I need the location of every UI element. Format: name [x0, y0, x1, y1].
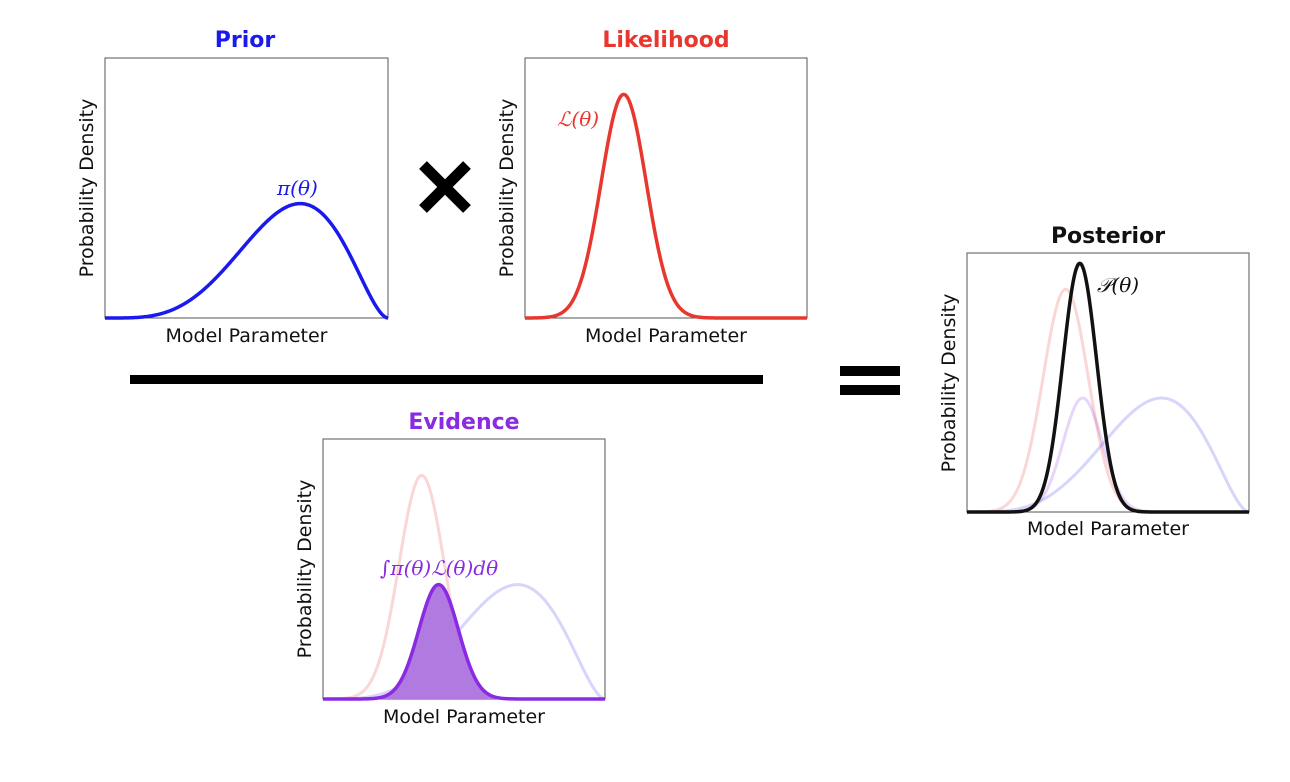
prior-plot — [104, 57, 389, 320]
posterior-xlabel: Model Parameter — [1027, 518, 1189, 540]
posterior-ylabel: Probability Density — [938, 293, 960, 473]
likelihood-plot — [524, 57, 808, 320]
posterior-plot — [966, 252, 1250, 514]
likelihood-xlabel: Model Parameter — [585, 325, 747, 347]
evidence-faded-prior-curve — [323, 583, 606, 701]
likelihood-title: Likelihood — [602, 28, 730, 53]
equals-bar-top — [840, 366, 900, 376]
posterior-curve — [967, 261, 1249, 514]
likelihood-curve-label: ℒ(θ) — [557, 107, 600, 131]
posterior-curve-label: 𝒫(θ) — [1097, 273, 1140, 297]
posterior-faded-prior-curve — [967, 396, 1250, 514]
posterior-axes-frame — [966, 252, 1250, 513]
prior-curve-label: π(θ) — [277, 176, 318, 200]
posterior-title: Posterior — [1050, 224, 1166, 249]
posterior-faded-likelihood-curve — [967, 287, 1249, 514]
prior-axes-frame — [104, 57, 389, 319]
likelihood-axes-frame — [524, 57, 808, 319]
evidence-curve — [323, 582, 605, 701]
prior-xlabel: Model Parameter — [165, 325, 328, 347]
fraction-bar — [130, 375, 763, 384]
prior-curve — [105, 201, 389, 320]
equals-bar-bottom — [840, 385, 900, 395]
likelihood-curve — [525, 92, 807, 320]
evidence-plot — [322, 438, 606, 701]
evidence-curve-label: ∫π(θ)ℒ(θ)dθ — [380, 556, 499, 580]
evidence-title: Evidence — [408, 410, 520, 435]
multiply-operator — [419, 161, 471, 213]
prior-title: Prior — [214, 28, 276, 53]
evidence-area-fill — [323, 584, 605, 699]
evidence-xlabel: Model Parameter — [383, 706, 545, 728]
